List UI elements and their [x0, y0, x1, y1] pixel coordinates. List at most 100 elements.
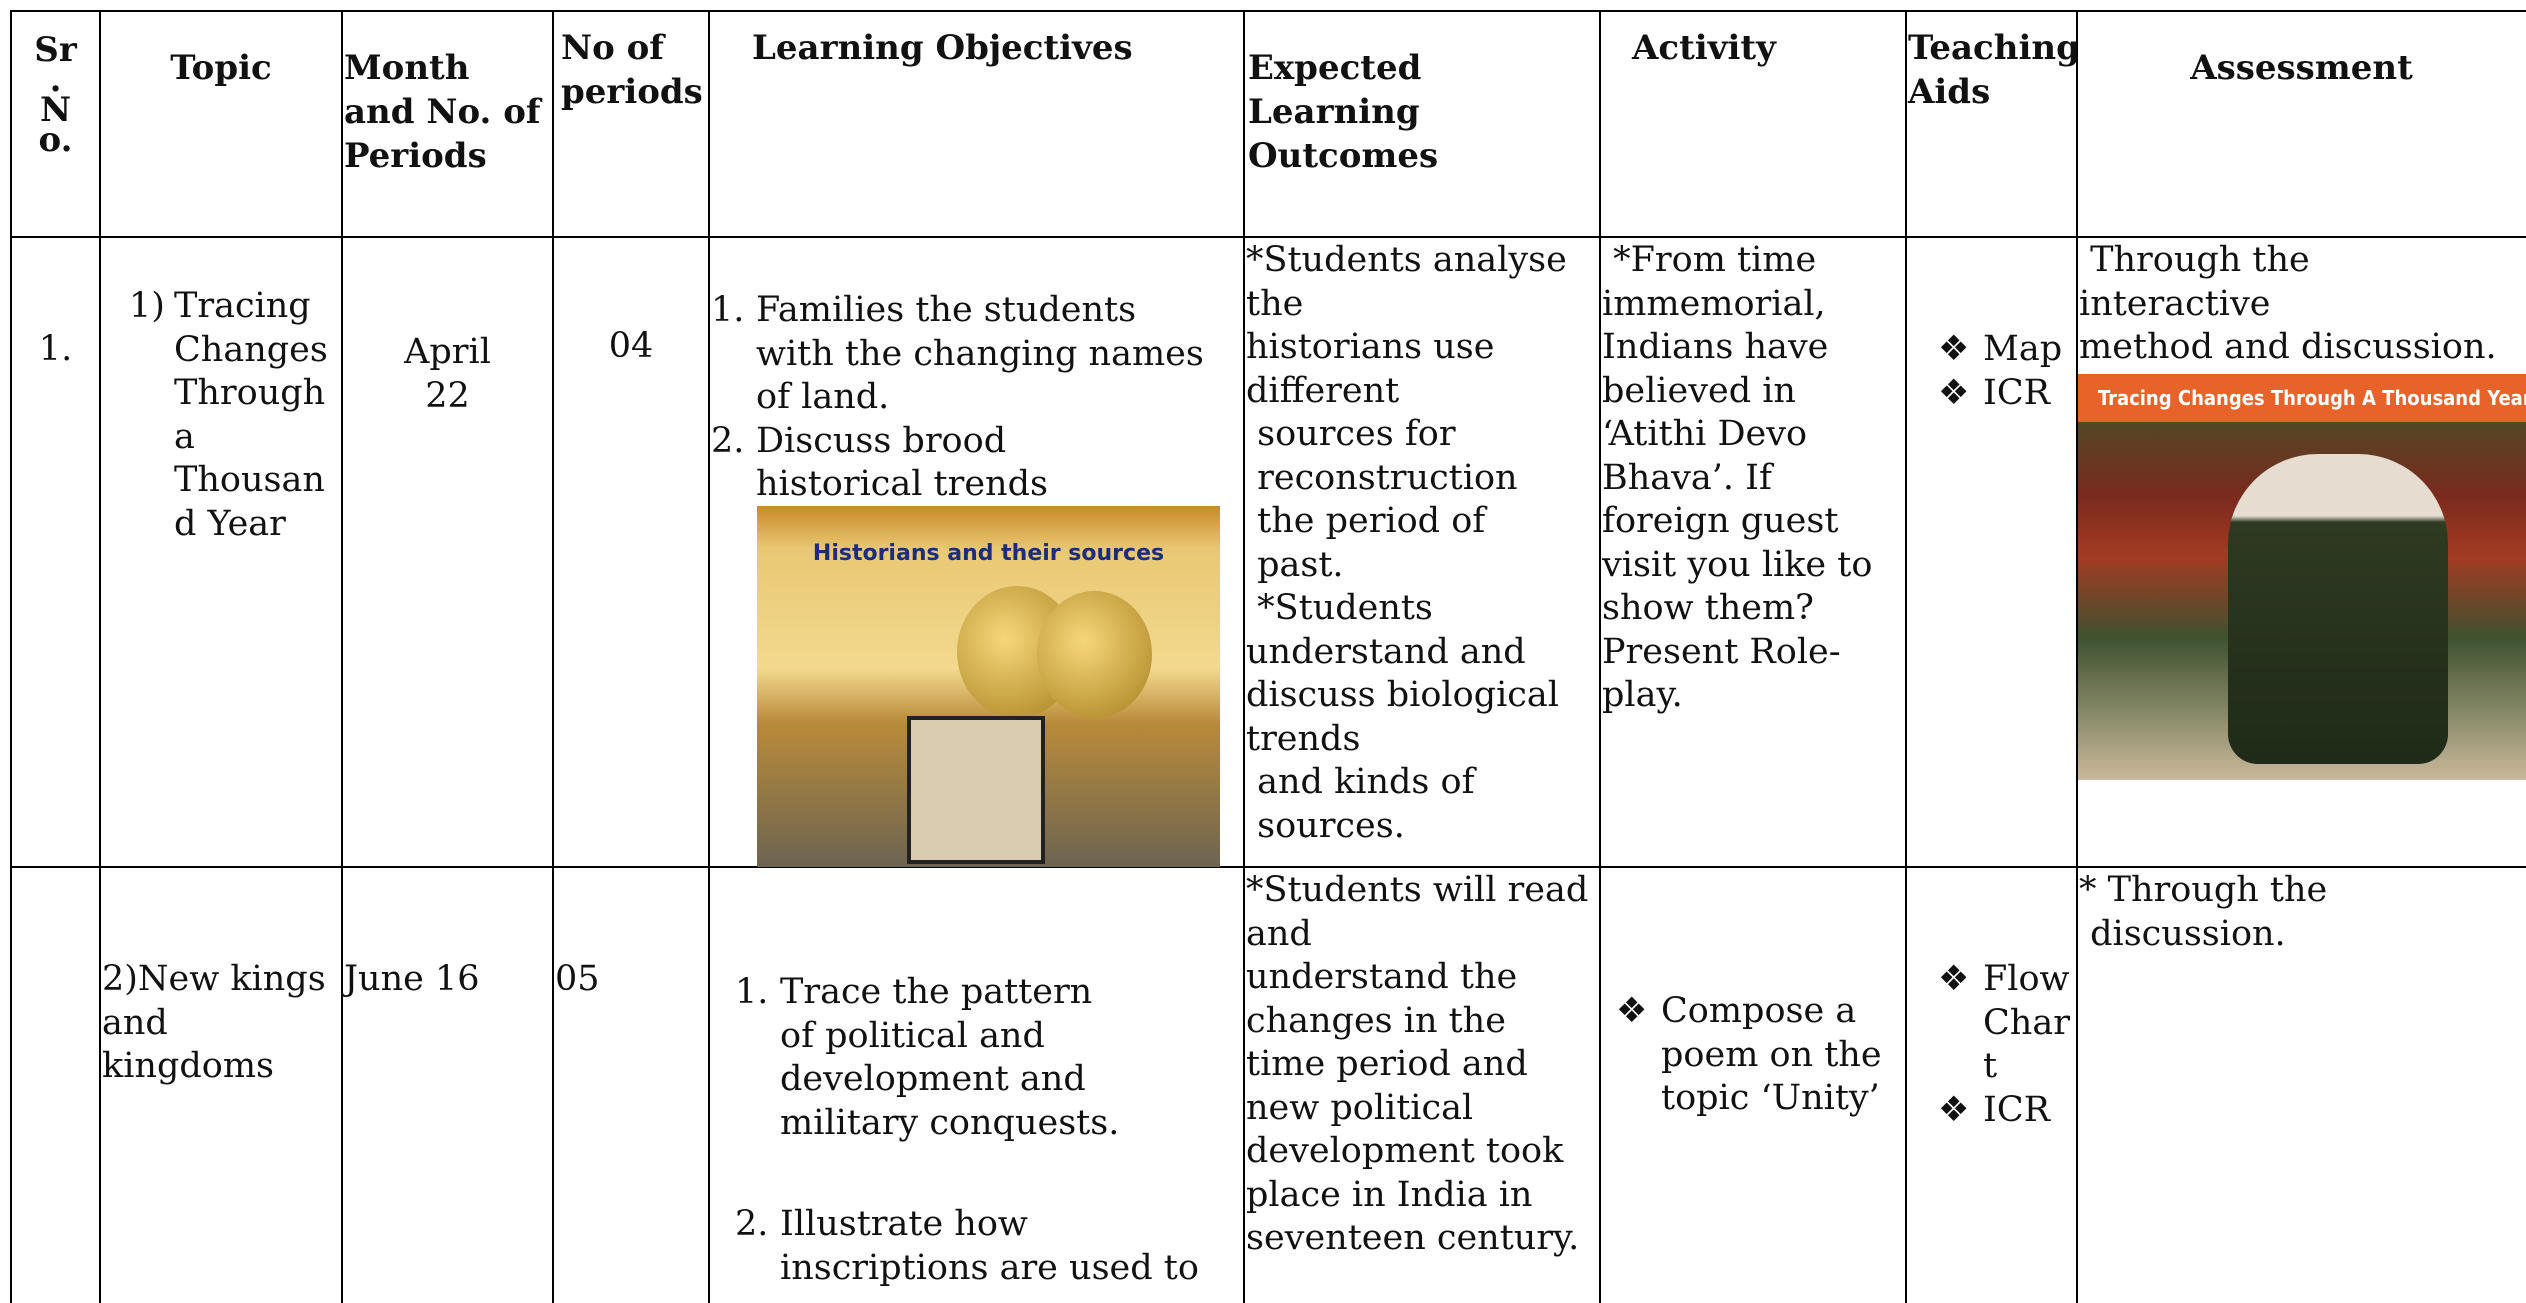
list-item: ❖ Flow Char t: [1938, 958, 2077, 1089]
header-text: Activity: [1632, 28, 1776, 68]
header-text: Outcomes: [1248, 136, 1439, 176]
header-text: Learning Objectives: [752, 28, 1133, 68]
cell-text: *Students: [1246, 588, 1433, 628]
illustration-caption: Historians and their sources: [812, 541, 1165, 566]
list-marker: 1): [129, 286, 165, 326]
header-text: Assessment: [2190, 48, 2413, 88]
cell-text: Flow: [1983, 959, 2070, 999]
cell-text: discussion.: [2079, 913, 2286, 954]
cell-text: the: [1246, 283, 1304, 324]
cell-text: believed in: [1602, 370, 1796, 411]
header-text: Teaching: [1908, 28, 2077, 68]
list-text: Families the students with the changing n…: [756, 289, 1204, 420]
cell-text: development took: [1246, 1131, 1564, 1171]
coin-picture: [1037, 591, 1152, 718]
cell-text: different: [1246, 370, 1400, 411]
cell-text: military conquests.: [780, 1102, 1120, 1143]
cell-text: with the changing names: [756, 333, 1204, 374]
cell-text: of political and: [780, 1015, 1045, 1056]
list-marker: ❖: [1616, 991, 1648, 1031]
activity-cell: *From time immemorial, Indians have believe…: [1600, 237, 1906, 867]
month-cell: April 22: [342, 237, 553, 867]
row-rule: [10, 866, 2526, 868]
cell-text: understand the: [1246, 957, 1518, 997]
header-text: Learning: [1248, 92, 1420, 132]
column-rule: [708, 10, 710, 1303]
cell-text: and: [1246, 913, 1312, 954]
header-cell: Assessment: [2077, 11, 2526, 237]
header-text: o.: [38, 120, 73, 160]
assessment-cell: Through the interactive method and discuss…: [2077, 237, 2526, 867]
month-cell: June 16: [342, 867, 553, 1303]
list-text: Flow Char t: [1983, 958, 2070, 1089]
column-rule: [552, 10, 554, 1303]
cell-text: 05: [555, 959, 600, 999]
list-item: 1) Tracing Changes Through a Thousan d Year: [129, 285, 342, 546]
cell-text: visit you like to: [1602, 544, 1873, 585]
header-cell: Activity: [1600, 11, 1906, 237]
cell-text: 22: [425, 375, 470, 416]
cell-text: historians use: [1246, 327, 1495, 367]
cell-text: Map: [1983, 329, 2063, 369]
header-text: Aids: [1908, 72, 1991, 112]
cell-text: Through: [174, 373, 326, 413]
list-item: ❖ ICR: [1938, 372, 2077, 416]
assessment-cell: * Through the discussion.: [2077, 867, 2526, 1303]
cell-text: development and: [780, 1059, 1086, 1099]
cell-text: historical trends: [756, 464, 1048, 504]
cell-text: Indians have: [1602, 327, 1829, 367]
activity-cell: ❖ Compose a poem on the topic ‘Unity’: [1600, 867, 1906, 1303]
cell-text: reconstruction: [1246, 457, 1518, 498]
periods-cell: 05: [553, 867, 709, 1303]
column-rule: [341, 10, 343, 1303]
list-marker: 1.: [735, 972, 769, 1012]
header-text: No of: [561, 28, 664, 68]
cell-text: April: [404, 332, 491, 372]
list-marker: 2.: [735, 1204, 769, 1244]
cell-text: *Students analyse: [1246, 240, 1567, 280]
cell-text: Tracing: [174, 286, 311, 326]
list-marker: ❖: [1938, 372, 1970, 413]
list-item: 2. Discuss brood historical trends: [711, 420, 1244, 507]
cell-text: * Through the: [2079, 870, 2328, 910]
cell-text: Trace the pattern: [780, 972, 1093, 1012]
cell-text: sources.: [1246, 805, 1405, 846]
header-cell: Learning Objectives: [709, 11, 1244, 237]
cell-text: play.: [1602, 675, 1683, 715]
cell-text: Char: [1983, 1002, 2070, 1043]
objectives-cell: 1. Families the students with the changing…: [709, 237, 1244, 867]
cell-text: Families the students: [756, 290, 1137, 330]
column-rule: [99, 10, 101, 1303]
cell-text: and kinds of: [1246, 762, 1475, 802]
outcomes-cell: *Students will read and understand the chan…: [1244, 867, 1600, 1303]
list-marker: ❖: [1938, 959, 1970, 999]
list-text: Illustrate how inscriptions are used to: [780, 1203, 1199, 1290]
cell-text: new political: [1246, 1087, 1474, 1128]
cell-text: discuss biological: [1246, 675, 1559, 715]
column-rule: [1905, 10, 1907, 1303]
cell-text: t: [1983, 1046, 1998, 1086]
header-cell: Expected Learning Outcomes: [1244, 11, 1600, 237]
cell-text: 04: [608, 326, 654, 366]
list-text: Tracing Changes Through a Thousan d Year: [174, 285, 328, 546]
cell-text: 1.: [38, 329, 73, 369]
list-item: ❖ ICR: [1938, 1089, 2077, 1133]
manuscript-picture: [907, 716, 1045, 864]
header-cell: Month and No. of Periods: [342, 11, 553, 237]
cell-text: past.: [1246, 544, 1344, 585]
cell-text: show them?: [1602, 588, 1814, 628]
cell-text: topic ‘Unity’: [1661, 1078, 1880, 1118]
header-text: Month: [344, 48, 470, 88]
cell-text: ICR: [1983, 372, 2050, 413]
row-rule: [10, 236, 2526, 238]
cell-text: Through the: [2079, 240, 2310, 280]
cell-text: time period and: [1246, 1044, 1528, 1084]
aids-cell: ❖ Flow Char t ❖ ICR: [1906, 867, 2077, 1303]
list-marker: 1.: [711, 290, 745, 330]
cell-text: trends: [1246, 718, 1361, 759]
cell-text: d Year: [174, 503, 286, 544]
column-rule: [10, 10, 12, 1303]
illustration: Tracing Changes Through A Thousand Years: [2078, 374, 2526, 780]
